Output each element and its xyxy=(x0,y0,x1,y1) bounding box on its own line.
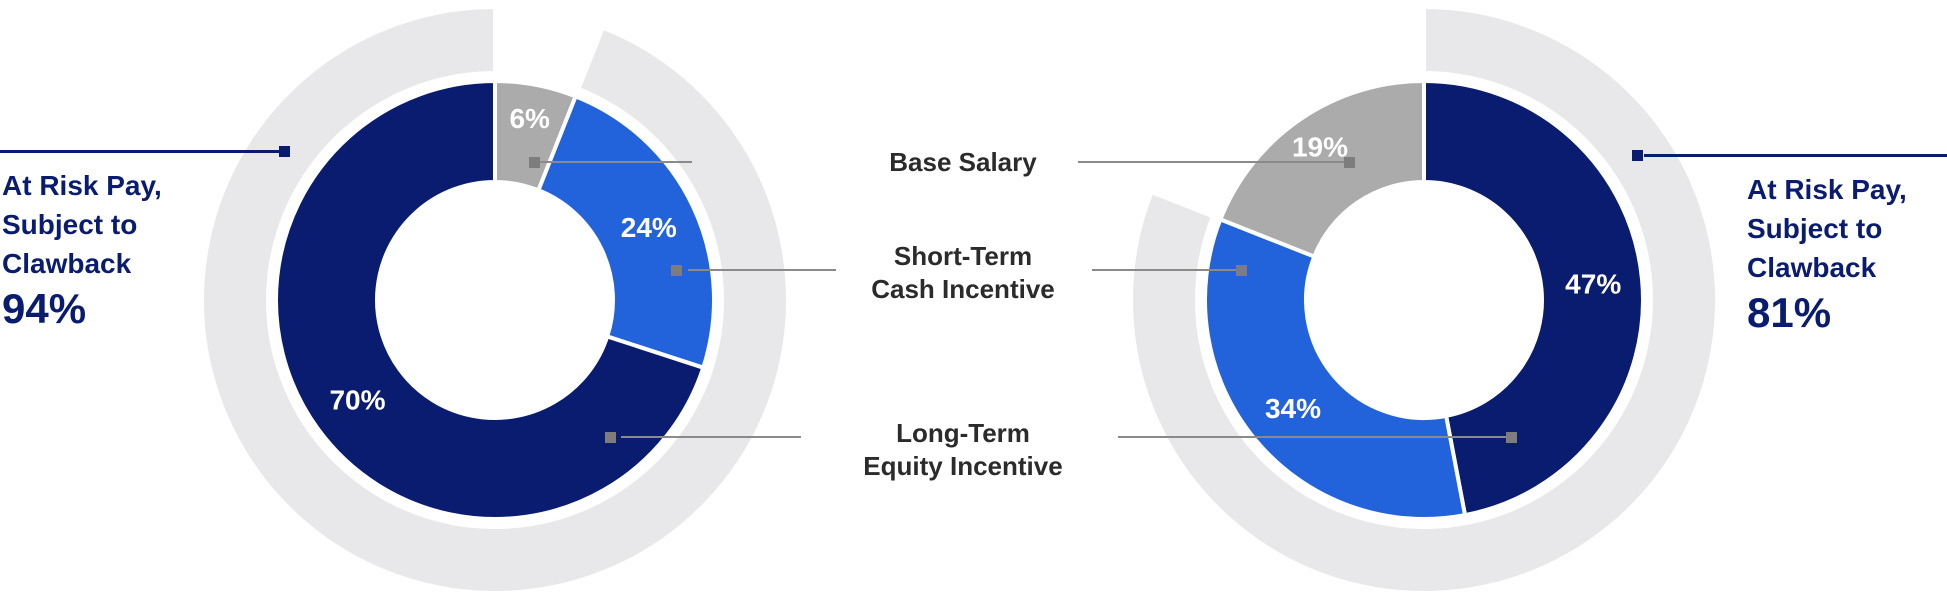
at-risk-text-line: At Risk Pay, xyxy=(2,170,162,201)
connector-line-short-term-left xyxy=(688,269,836,271)
at-risk-annotation-right: At Risk Pay, Subject to Clawback 81% xyxy=(1747,170,1907,337)
connector-marker-long-term-right xyxy=(1506,432,1517,443)
at-risk-outer-arc-left xyxy=(200,4,790,595)
slice-percent-short_term_cash_incentive-right: 34% xyxy=(1265,393,1321,424)
connector-line-long-term-right xyxy=(1118,436,1506,438)
at-risk-value-right: 81% xyxy=(1747,289,1832,336)
connector-line-short-term-right xyxy=(1092,269,1236,271)
slice-percent-base_salary-left: 6% xyxy=(509,103,550,134)
at-risk-value-left: 94% xyxy=(2,285,87,332)
slice-base_salary-right xyxy=(1217,78,1426,260)
at-risk-connector-line-left xyxy=(0,150,284,153)
slice-long_term_equity_incentive-right xyxy=(1422,78,1645,518)
legend-text: Long-Term xyxy=(896,418,1030,448)
legend-text: Short-Term xyxy=(893,241,1033,271)
at-risk-annotation-left: At Risk Pay, Subject to Clawback 94% xyxy=(2,166,162,333)
connector-line-base-salary-left xyxy=(540,161,692,163)
legend-text: Base Salary xyxy=(889,147,1037,177)
at-risk-text-line: Clawback xyxy=(2,248,132,279)
slice-long_term_equity_incentive-left xyxy=(274,78,706,521)
connector-marker-base-salary-right xyxy=(1344,157,1355,168)
at-risk-text-line: Subject to xyxy=(2,209,138,240)
slice-short_term_cash_incentive-right xyxy=(1203,216,1468,521)
connector-marker-base-salary-left xyxy=(529,157,540,168)
legend-text: Equity Incentive xyxy=(863,451,1063,481)
slice-short_term_cash_incentive-left xyxy=(535,93,716,371)
at-risk-text-line: At Risk Pay, xyxy=(1747,174,1907,205)
connector-line-long-term-left xyxy=(621,436,801,438)
at-risk-outer-arc-right xyxy=(1129,4,1719,595)
legend-label-base-salary: Base Salary xyxy=(833,146,1093,179)
connector-line-base-salary-right xyxy=(1078,161,1344,163)
at-risk-text-line: Subject to xyxy=(1747,213,1883,244)
slice-percent-short_term_cash_incentive-left: 24% xyxy=(621,212,677,243)
at-risk-connector-marker-right xyxy=(1632,150,1643,161)
legend-label-long-term-equity-incentive: Long-Term Equity Incentive xyxy=(833,417,1093,483)
slice-percent-base_salary-right: 19% xyxy=(1292,132,1348,163)
slice-percent-long_term_equity_incentive-right: 47% xyxy=(1565,269,1621,300)
at-risk-connector-marker-left xyxy=(279,146,290,157)
connector-marker-short-term-right xyxy=(1236,265,1247,276)
connector-marker-short-term-left xyxy=(671,265,682,276)
connector-marker-long-term-left xyxy=(605,432,616,443)
slice-percent-long_term_equity_incentive-left: 70% xyxy=(329,384,385,415)
at-risk-connector-line-right xyxy=(1644,154,1947,157)
legend-text: Cash Incentive xyxy=(871,274,1055,304)
legend-label-short-term-cash-incentive: Short-Term Cash Incentive xyxy=(833,240,1093,306)
at-risk-text-line: Clawback xyxy=(1747,252,1877,283)
